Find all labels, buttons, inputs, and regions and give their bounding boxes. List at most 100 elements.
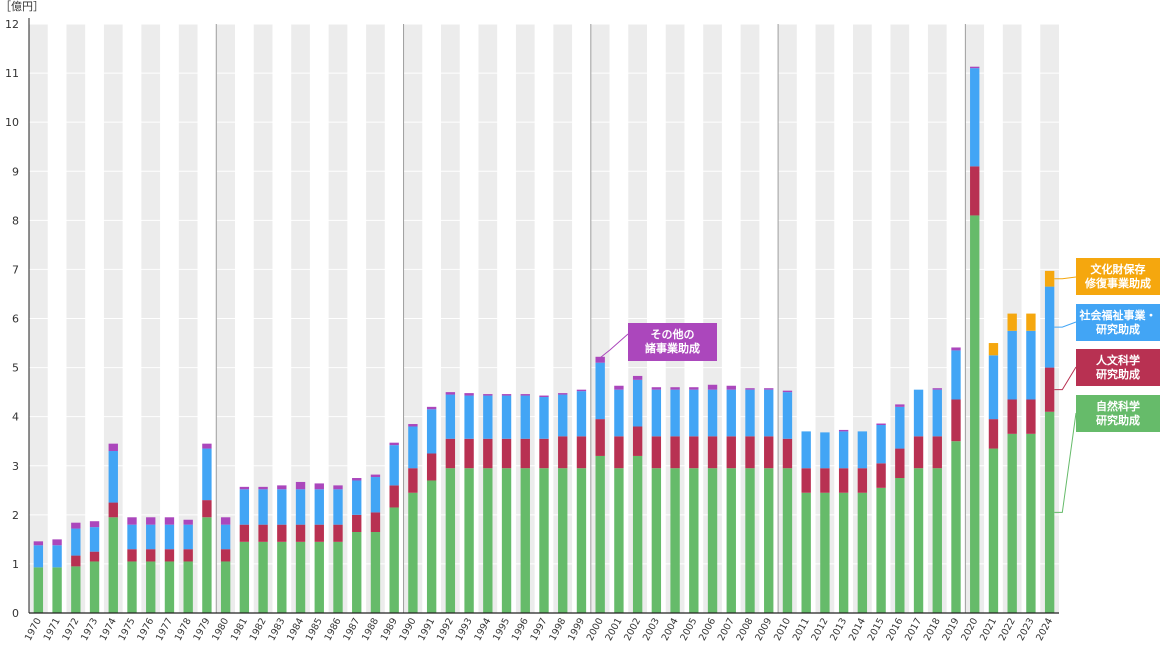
bar-segment-welfare bbox=[595, 362, 605, 420]
bar-segment-welfare bbox=[501, 395, 512, 439]
bar-segment-welfare bbox=[220, 524, 231, 550]
x-tick-label: 1996 bbox=[510, 616, 531, 643]
bar-segment-welfare bbox=[988, 355, 999, 420]
bar-segment-humanities bbox=[857, 468, 868, 493]
bar-segment-other bbox=[632, 375, 643, 380]
bar-segment-natural bbox=[71, 566, 81, 613]
bar-segment-humanities bbox=[146, 549, 156, 562]
bar-segment-other bbox=[558, 393, 568, 395]
bar-segment-natural bbox=[801, 492, 811, 613]
bar-segment-welfare bbox=[389, 445, 399, 486]
bar-segment-other bbox=[838, 429, 849, 432]
y-tick-label: 3 bbox=[12, 460, 19, 473]
bar-segment-other bbox=[932, 388, 942, 390]
x-tick-label: 2004 bbox=[660, 616, 681, 643]
bar-segment-humanities bbox=[239, 524, 250, 542]
x-tick-label: 1989 bbox=[379, 616, 400, 643]
bar-segment-humanities bbox=[1007, 399, 1017, 434]
y-tick-label: 12 bbox=[5, 18, 19, 31]
y-tick-label: 10 bbox=[5, 116, 19, 129]
bar-segment-other bbox=[164, 517, 175, 525]
bar-segment-humanities bbox=[595, 419, 605, 456]
bar-segment-other bbox=[726, 385, 736, 390]
bar-segment-humanities bbox=[707, 436, 718, 469]
bar-segment-other bbox=[314, 483, 324, 490]
bar-segment-natural bbox=[951, 441, 961, 613]
bar-segment-humanities bbox=[726, 436, 736, 469]
bar-segment-humanities bbox=[988, 419, 999, 449]
bar-segment-natural bbox=[595, 455, 605, 613]
bar-segment-natural bbox=[970, 215, 980, 614]
bar-segment-humanities bbox=[520, 438, 530, 469]
bar-segment-natural bbox=[539, 468, 549, 613]
bar-segment-natural bbox=[1007, 433, 1017, 613]
leader-line-cultural bbox=[1054, 276, 1077, 280]
bar-segment-other bbox=[108, 443, 118, 452]
bar-segment-welfare bbox=[408, 426, 418, 469]
bar-segment-natural bbox=[33, 567, 44, 613]
bar-segment-humanities bbox=[71, 555, 81, 567]
bar-segment-natural bbox=[1044, 411, 1055, 613]
bar-segment-welfare bbox=[71, 528, 81, 556]
y-tick-label: 0 bbox=[12, 607, 19, 620]
bar-segment-other bbox=[370, 474, 381, 478]
legend-cultural-line2: 修復事業助成 bbox=[1085, 276, 1151, 290]
bar-segment-welfare bbox=[632, 379, 643, 427]
bar-segment-humanities bbox=[164, 549, 175, 562]
x-tick-label: 2015 bbox=[866, 616, 887, 643]
bar-segment-welfare bbox=[426, 409, 437, 454]
bar-segment-humanities bbox=[558, 436, 568, 469]
bar-segment-natural bbox=[501, 468, 512, 613]
legend-welfare-line1: 社会福祉事業・ bbox=[1079, 308, 1157, 322]
bar-segment-other bbox=[258, 486, 268, 490]
bar-segment-natural bbox=[295, 541, 306, 613]
x-tick-label: 1986 bbox=[323, 616, 344, 643]
bar-segment-other bbox=[595, 356, 605, 363]
legend-cultural: 文化財保存 修復事業助成 bbox=[1076, 258, 1160, 295]
bar-segment-natural bbox=[52, 567, 62, 613]
bar-segment-other bbox=[389, 442, 399, 446]
leader-line-humanities bbox=[1054, 366, 1077, 391]
bar-segment-humanities bbox=[127, 549, 137, 562]
bar-segment-other bbox=[895, 404, 905, 407]
bar-segment-humanities bbox=[913, 436, 924, 469]
bar-segment-other bbox=[408, 424, 418, 427]
bar-segment-welfare bbox=[239, 489, 250, 525]
bar-segment-humanities bbox=[445, 438, 456, 469]
bar-segment-welfare bbox=[707, 389, 718, 437]
legend-cultural-line1: 文化財保存 bbox=[1090, 262, 1146, 276]
bar-segment-natural bbox=[670, 468, 680, 613]
bar-segment-natural bbox=[239, 541, 250, 613]
bar-segment-humanities bbox=[895, 448, 905, 479]
bar-segment-welfare bbox=[1044, 286, 1055, 368]
x-tick-label: 1994 bbox=[472, 616, 493, 643]
bar-segment-welfare bbox=[464, 395, 474, 439]
bar-segment-welfare bbox=[1007, 330, 1017, 400]
legend-humanities-line1: 人文科学 bbox=[1096, 353, 1140, 367]
bar-segment-natural bbox=[932, 468, 942, 613]
bar-segment-welfare bbox=[689, 389, 699, 437]
bar-segment-other bbox=[146, 517, 156, 525]
y-tick-label: 4 bbox=[12, 411, 19, 424]
bar-segment-other bbox=[689, 387, 699, 390]
x-tick-label: 2000 bbox=[585, 616, 606, 643]
bar-segment-other bbox=[220, 517, 231, 525]
bar-segment-welfare bbox=[838, 431, 849, 469]
bar-segment-humanities bbox=[408, 468, 418, 493]
bar-segment-natural bbox=[426, 480, 437, 613]
x-tick-label: 2001 bbox=[603, 616, 624, 643]
bar-segment-welfare bbox=[295, 489, 306, 525]
bar-segment-humanities bbox=[183, 549, 193, 562]
bar-segment-other bbox=[445, 392, 456, 395]
bar-segment-welfare bbox=[108, 451, 118, 503]
bar-segment-natural bbox=[576, 468, 587, 613]
y-tick-label: 5 bbox=[12, 362, 19, 375]
bar-segment-other bbox=[483, 394, 493, 396]
bar-segment-humanities bbox=[876, 463, 886, 488]
bar-segment-humanities bbox=[426, 453, 437, 481]
bar-segment-natural bbox=[127, 561, 137, 613]
x-tick-label: 2023 bbox=[1015, 616, 1036, 643]
x-tick-label: 2022 bbox=[997, 616, 1018, 643]
bar-segment-natural bbox=[782, 468, 793, 613]
bar-segment-welfare bbox=[352, 480, 362, 515]
